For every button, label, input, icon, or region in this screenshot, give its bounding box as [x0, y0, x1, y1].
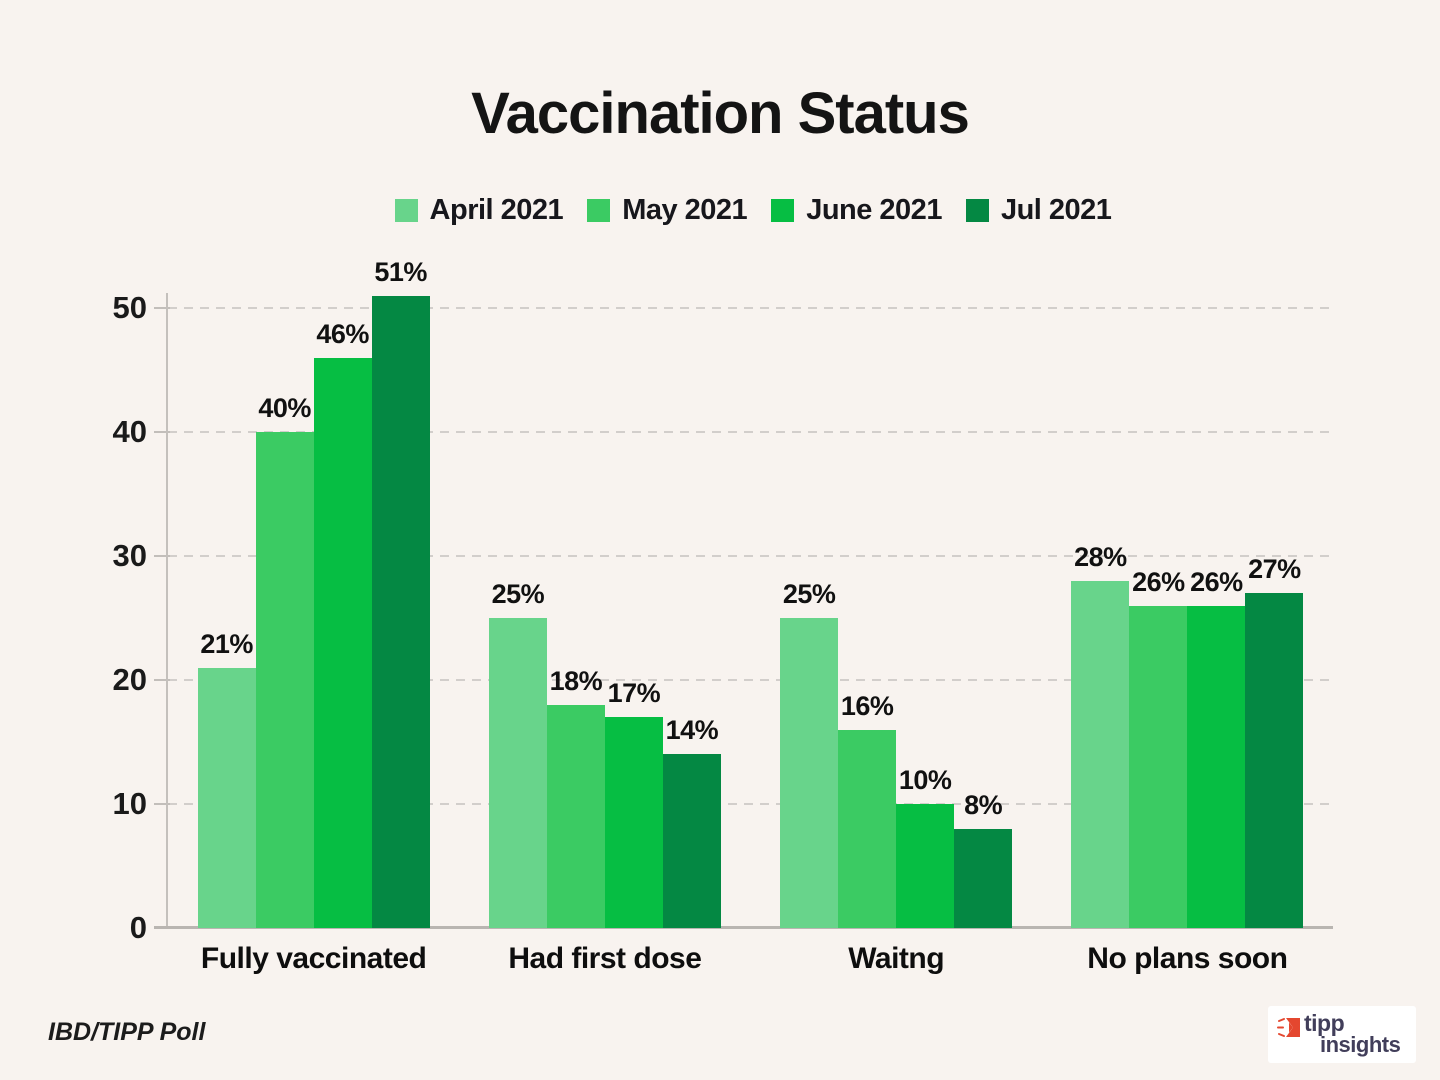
- tipp-insights-logo: tipp insights: [1268, 1006, 1416, 1063]
- gridline: [168, 307, 1333, 309]
- bar: [1129, 605, 1188, 928]
- bar-value-label: 16%: [840, 690, 894, 721]
- bar-value-label: 25%: [782, 579, 836, 609]
- legend-label: May 2021: [622, 194, 748, 226]
- source-label: IBD/TIPP Poll: [48, 1018, 206, 1046]
- legend: April 2021 May 2021 June 2021 Jul 2021: [168, 194, 1338, 227]
- bar: [1245, 593, 1304, 928]
- legend-label: Jul 2021: [1000, 194, 1112, 226]
- bar: [662, 754, 721, 928]
- bar-value-label: 10%: [898, 765, 952, 795]
- x-axis-line: [154, 926, 1333, 929]
- y-axis-tick-label: 0: [129, 910, 147, 945]
- y-axis-tick-label: 30: [112, 538, 147, 573]
- bar-value-label: 18%: [549, 665, 603, 696]
- bar: [488, 618, 547, 928]
- bar: [954, 828, 1013, 928]
- bar-value-label: 26%: [1132, 566, 1185, 597]
- category-label: Fully vaccinated: [200, 942, 427, 975]
- legend-item: Jul 2021: [965, 194, 1112, 227]
- legend-swatch-icon: [965, 199, 989, 222]
- legend-swatch-icon: [394, 199, 418, 222]
- gridline: [168, 431, 1333, 433]
- gridline: [168, 555, 1333, 557]
- bar-value-label: 17%: [607, 678, 661, 709]
- y-axis-tick: [154, 679, 170, 681]
- gridline: [168, 803, 1333, 805]
- y-axis-tick-label: 10: [112, 786, 147, 821]
- bar: [838, 729, 897, 928]
- y-axis-tick-label: 40: [112, 414, 147, 449]
- legend-item: June 2021: [771, 194, 942, 227]
- category-label: Had first dose: [508, 942, 702, 975]
- logo-arrow-icon: [1277, 1018, 1300, 1037]
- bar-value-label: 28%: [1074, 541, 1127, 572]
- y-axis-tick: [154, 431, 170, 433]
- y-axis-tick: [154, 803, 170, 805]
- y-axis-line: [166, 293, 168, 928]
- logo-text-insights: insights: [1320, 1032, 1401, 1057]
- bar: [546, 704, 605, 928]
- legend-swatch-icon: [771, 199, 795, 222]
- y-axis-tick: [154, 307, 170, 309]
- logo-text-tipp: tipp: [1304, 1010, 1345, 1036]
- y-axis-tick-label: 20: [112, 662, 147, 697]
- bar-value-label: 40%: [258, 393, 311, 423]
- bar: [313, 357, 372, 928]
- gridline: [168, 679, 1333, 681]
- bar-value-label: 21%: [200, 628, 253, 659]
- legend-item: May 2021: [587, 194, 748, 227]
- bar-value-label: 14%: [665, 715, 719, 746]
- bar-value-label: 8%: [964, 789, 1003, 820]
- y-axis-tick-label: 50: [112, 290, 147, 325]
- bar-value-label: 51%: [374, 256, 427, 287]
- bar: [604, 717, 663, 928]
- legend-label: June 2021: [806, 194, 942, 226]
- category-label: No plans soon: [1087, 942, 1288, 975]
- bar-value-label: 26%: [1190, 566, 1243, 597]
- bar: [255, 432, 314, 928]
- y-axis-tick: [154, 555, 170, 557]
- bar: [896, 804, 955, 928]
- bar-value-label: 27%: [1248, 554, 1301, 585]
- bar: [780, 618, 839, 928]
- bar: [1071, 580, 1130, 928]
- bar-value-label: 25%: [491, 579, 545, 609]
- chart-title: Vaccination Status: [471, 81, 970, 146]
- bar: [371, 295, 430, 928]
- bar-value-label: 46%: [316, 318, 369, 349]
- legend-item: April 2021: [394, 194, 564, 227]
- category-label: Waitng: [848, 942, 945, 975]
- legend-label: April 2021: [429, 194, 564, 226]
- bar: [197, 667, 256, 928]
- legend-swatch-icon: [587, 199, 611, 222]
- bar: [1187, 605, 1246, 928]
